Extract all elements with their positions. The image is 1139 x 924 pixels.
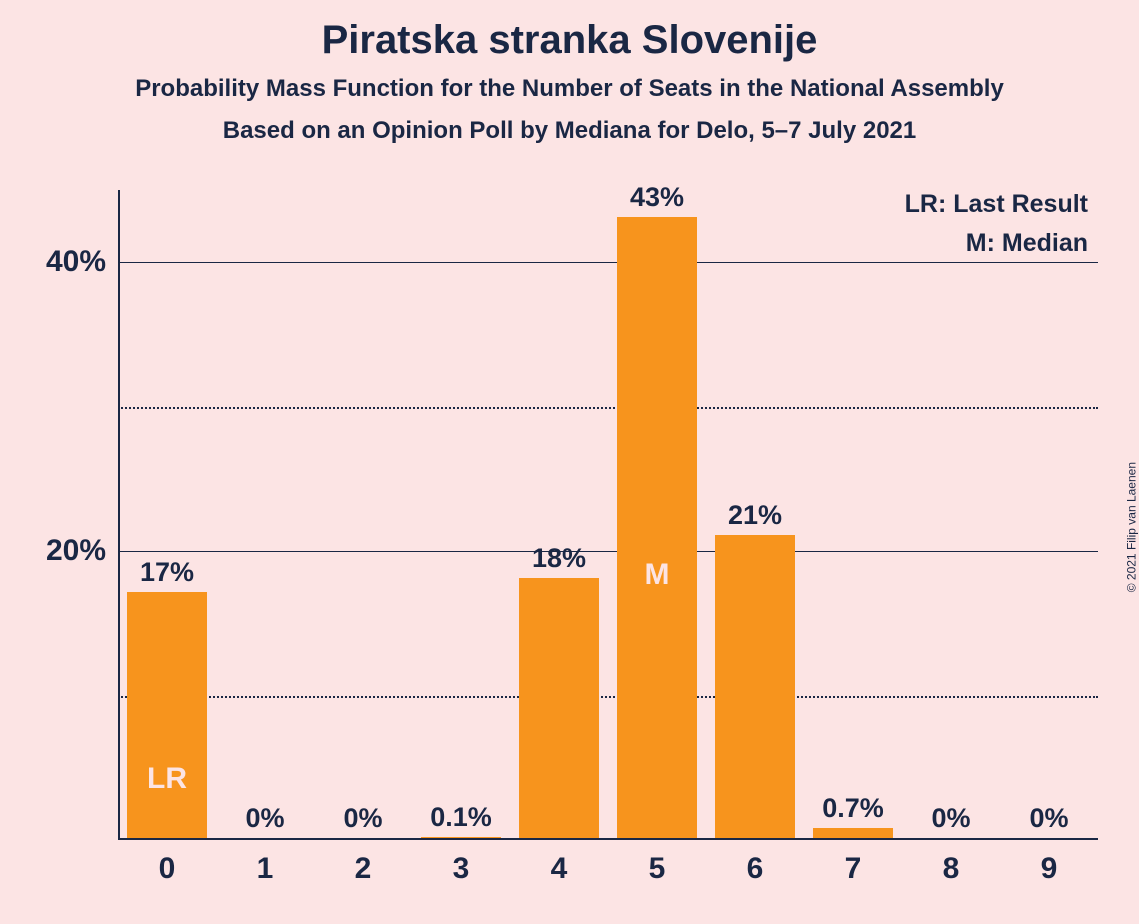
x-tick-label: 0 bbox=[159, 852, 176, 886]
bar-value-label: 0% bbox=[931, 803, 970, 834]
bar bbox=[617, 217, 697, 838]
bar-annotation: LR bbox=[147, 762, 187, 796]
y-axis bbox=[118, 190, 120, 840]
x-tick-label: 3 bbox=[453, 852, 470, 886]
x-axis bbox=[118, 838, 1098, 840]
bar-value-label: 43% bbox=[630, 182, 684, 213]
bar-value-label: 0.7% bbox=[822, 793, 884, 824]
x-tick-label: 1 bbox=[257, 852, 274, 886]
bar-value-label: 0.1% bbox=[430, 802, 492, 833]
chart-legend: LR: Last Result M: Median bbox=[905, 190, 1088, 268]
copyright-text: © 2021 Filip van Laenen bbox=[1124, 462, 1138, 592]
x-tick-label: 4 bbox=[551, 852, 568, 886]
gridline-minor bbox=[118, 696, 1098, 698]
chart-title: Piratska stranka Slovenije bbox=[0, 0, 1139, 63]
chart-subtitle-2: Based on an Opinion Poll by Mediana for … bbox=[0, 117, 1139, 145]
gridline-minor bbox=[118, 407, 1098, 409]
chart-plot-area: LR: Last Result M: Median 20%40% 17%00%1… bbox=[118, 190, 1098, 840]
bar bbox=[813, 828, 893, 838]
gridline bbox=[118, 262, 1098, 263]
y-tick-label: 20% bbox=[46, 534, 106, 568]
bar-value-label: 21% bbox=[728, 500, 782, 531]
x-tick-label: 6 bbox=[747, 852, 764, 886]
bar bbox=[715, 535, 795, 838]
x-tick-label: 8 bbox=[943, 852, 960, 886]
gridline bbox=[118, 551, 1098, 552]
chart-container: Piratska stranka Slovenije Probability M… bbox=[0, 0, 1139, 924]
bar bbox=[519, 578, 599, 838]
legend-lr: LR: Last Result bbox=[905, 190, 1088, 219]
bar-annotation: M bbox=[645, 558, 670, 592]
chart-subtitle-1: Probability Mass Function for the Number… bbox=[0, 75, 1139, 103]
y-tick-label: 40% bbox=[46, 245, 106, 279]
x-tick-label: 7 bbox=[845, 852, 862, 886]
bar-value-label: 0% bbox=[245, 803, 284, 834]
bar-value-label: 18% bbox=[532, 543, 586, 574]
bar-value-label: 0% bbox=[343, 803, 382, 834]
x-tick-label: 9 bbox=[1041, 852, 1058, 886]
bar-value-label: 0% bbox=[1029, 803, 1068, 834]
legend-m: M: Median bbox=[905, 229, 1088, 258]
x-tick-label: 2 bbox=[355, 852, 372, 886]
bar-value-label: 17% bbox=[140, 557, 194, 588]
bar bbox=[127, 592, 207, 838]
x-tick-label: 5 bbox=[649, 852, 666, 886]
